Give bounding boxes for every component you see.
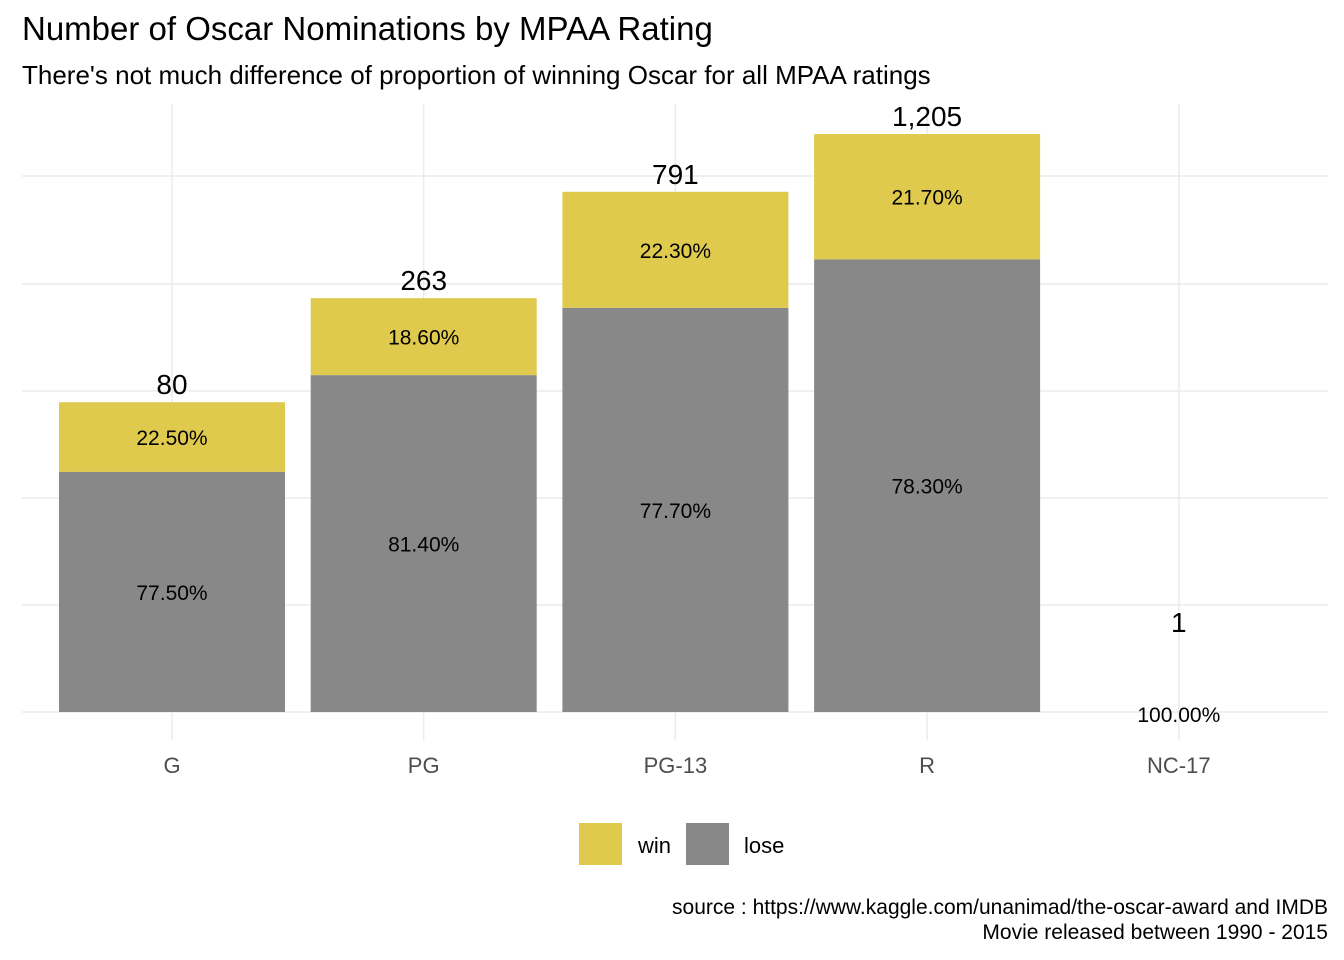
pct-label-pg-13-win: 22.30% (640, 240, 711, 263)
legend-label-win: win (637, 833, 671, 858)
legend-key-win (579, 823, 622, 865)
bar-layer (59, 134, 1041, 712)
caption: source : https://www.kaggle.com/unanimad… (672, 895, 1328, 945)
chart-title: Number of Oscar Nominations by MPAA Rati… (22, 10, 713, 47)
bar-pg-13-lose (562, 307, 789, 712)
bar-pg-win (310, 298, 537, 376)
bar-r-lose (814, 259, 1041, 712)
x-tick-pg: PG (408, 753, 440, 778)
legend: win lose (579, 823, 784, 865)
pct-label-pg-win: 18.60% (388, 327, 459, 350)
legend-label-lose: lose (744, 833, 784, 858)
x-axis: G PG PG-13 R NC-17 (163, 753, 1210, 778)
bar-pg-lose (310, 375, 537, 712)
x-tick-r: R (919, 753, 935, 778)
caption-note: Movie released between 1990 - 2015 (982, 921, 1328, 944)
total-label-nc-17: 1 (1171, 607, 1187, 638)
label-layer: 77.50% 22.50% 80 81.40% 18.60% 263 77.70% 22.30… (136, 101, 1220, 727)
bar-g-win (59, 402, 285, 472)
x-tick-nc-17: NC-17 (1147, 753, 1211, 778)
chart-subtitle: There's not much difference of proportio… (22, 60, 931, 90)
bar-g-lose (59, 471, 285, 712)
x-tick-g: G (163, 753, 180, 778)
pct-label-g-lose: 77.50% (136, 582, 207, 605)
x-tick-pg-13: PG-13 (644, 753, 708, 778)
pct-label-r-win: 21.70% (891, 187, 962, 210)
caption-source: source : https://www.kaggle.com/unanimad… (672, 896, 1328, 919)
bar-r-win (814, 134, 1041, 260)
pct-label-r-lose: 78.30% (891, 476, 962, 499)
bar-pg-13-win (562, 191, 789, 308)
pct-label-pg-13-lose: 77.70% (640, 500, 711, 523)
total-label-g: 80 (156, 369, 187, 400)
pct-label-nc-17-lose: 100.00% (1137, 704, 1220, 727)
total-label-pg: 263 (400, 265, 447, 296)
pct-label-g-win: 22.50% (136, 427, 207, 450)
total-label-r: 1,205 (892, 101, 962, 132)
total-label-pg-13: 791 (652, 159, 699, 190)
legend-key-lose (686, 823, 729, 865)
pct-label-pg-lose: 81.40% (388, 534, 459, 557)
